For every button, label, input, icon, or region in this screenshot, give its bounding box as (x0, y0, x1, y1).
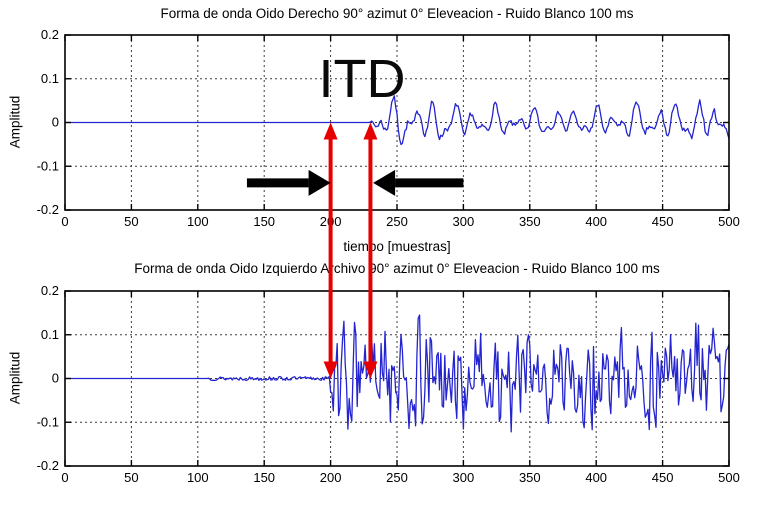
x-tick-label: 200 (320, 214, 342, 229)
oido-izquierdo-waveform (65, 314, 730, 433)
y-tick-label: 0 (52, 371, 59, 386)
bottom-plot-ylabel: Amplitud (7, 351, 23, 405)
x-tick-label: 300 (453, 214, 475, 229)
itd-label: ITD (318, 49, 406, 109)
x-tick-label: 100 (187, 470, 209, 485)
x-tick-label: 200 (320, 470, 342, 485)
top-plot-xlabel: tiempo [muestras] (343, 239, 451, 254)
x-tick-label: 500 (718, 470, 740, 485)
x-tick-label: 350 (519, 214, 541, 229)
x-tick-label: 450 (652, 214, 674, 229)
bottom-plot-title: Forma de onda Oido Izquierdo Archivo 90°… (134, 261, 660, 276)
x-tick-label: 100 (187, 214, 209, 229)
x-tick-label: 350 (519, 470, 541, 485)
x-tick-label: 150 (253, 470, 275, 485)
y-tick-label: 0.1 (41, 71, 59, 86)
x-tick-label: 450 (652, 470, 674, 485)
top-plot: 0 50 100 150 200 250 300 350 400 450 5000.20.10-0.… (37, 27, 740, 229)
x-tick-label: 50 (124, 214, 138, 229)
y-tick-label: -0.1 (37, 158, 59, 173)
x-tick-label: 250 (386, 470, 408, 485)
x-tick-label: 250 (386, 214, 408, 229)
y-tick-label: 0.2 (41, 27, 59, 42)
x-tick-label: 400 (585, 214, 607, 229)
x-tick-label: 0 (61, 470, 68, 485)
y-tick-label: 0 (52, 115, 59, 130)
x-tick-label: 500 (718, 214, 740, 229)
x-tick-label: 0 (61, 214, 68, 229)
y-tick-label: -0.2 (37, 202, 59, 217)
x-tick-label: 150 (253, 214, 275, 229)
x-tick-label: 50 (124, 470, 138, 485)
y-tick-label: -0.1 (37, 414, 59, 429)
oido-derecho-waveform (65, 95, 730, 146)
x-tick-label: 400 (585, 470, 607, 485)
bottom-plot: 0 50 100 150 200 250 300 350 400 450 5000.20.10-0.… (37, 283, 740, 485)
y-tick-label: 0.1 (41, 327, 59, 342)
y-tick-label: 0.2 (41, 283, 59, 298)
top-plot-title: Forma de onda Oido Derecho 90° azimut 0°… (160, 6, 634, 21)
top-plot-ylabel: Amplitud (7, 95, 23, 149)
y-tick-label: -0.2 (37, 458, 59, 473)
x-tick-label: 300 (453, 470, 475, 485)
